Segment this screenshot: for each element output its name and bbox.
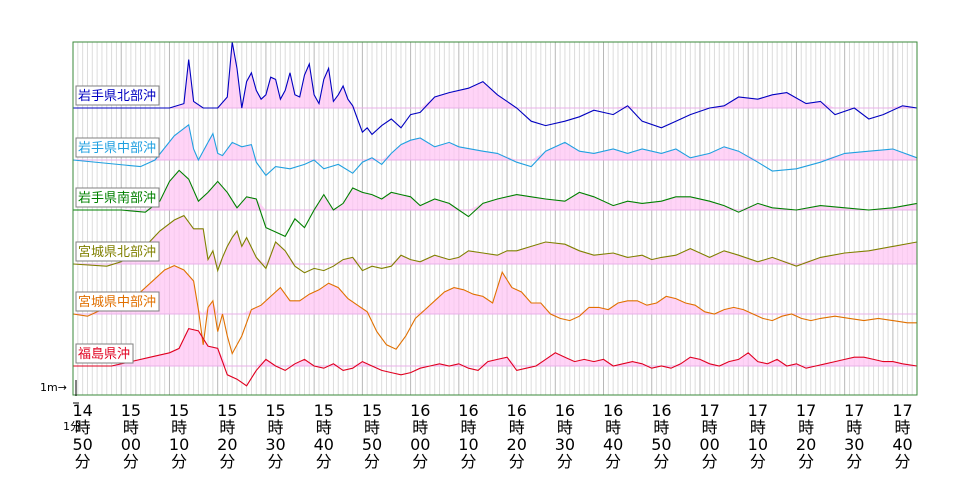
x-tick-label: 14 時 50 分 — [72, 401, 92, 471]
x-tick-label: 17 時 40 分 — [892, 401, 912, 471]
series-label-box — [75, 187, 160, 208]
x-tick-label: 16 時 00 分 — [410, 401, 430, 471]
plot-frame — [72, 41, 918, 396]
series-label-box — [75, 85, 160, 106]
x-tick-label: 16 時 50 分 — [651, 401, 671, 471]
series-label: 宮城県中部沖 — [78, 294, 156, 310]
series-line — [73, 327, 918, 387]
x-tick-label: 15 時 30 分 — [265, 401, 285, 471]
scale-label: 1m→ — [40, 381, 67, 394]
x-tick-label: 17 時 30 分 — [844, 401, 864, 471]
x-tick-label: 16 時 10 分 — [458, 401, 478, 471]
series-label: 福島県沖 — [78, 347, 130, 362]
series-line — [72, 214, 918, 274]
series-lines — [72, 41, 918, 387]
x-tick-label: 15 時 10 分 — [169, 401, 189, 471]
series-label: 岩手県北部沖 — [78, 89, 156, 104]
series-label-box — [75, 343, 134, 364]
series-label-box — [75, 291, 160, 312]
x-tick-label: 16 時 20 分 — [507, 401, 527, 471]
series-label-box — [75, 137, 160, 158]
x-tick-label: 17 時 20 分 — [796, 401, 816, 471]
x-tick-label: 15 時 50 分 — [362, 401, 382, 471]
series-line — [72, 264, 917, 356]
series-line — [72, 123, 918, 177]
time-scale-label: 1分 — [63, 420, 81, 433]
x-tick-label: 17 時 10 分 — [748, 401, 768, 471]
grid — [72, 42, 918, 395]
x-tick-label: 16 時 40 分 — [603, 401, 623, 471]
baselines — [73, 107, 917, 367]
series-line — [73, 41, 918, 136]
series-label-box — [75, 241, 160, 262]
series-line — [73, 169, 918, 238]
x-tick-label: 17 時 00 分 — [699, 401, 719, 471]
series-fill — [73, 215, 917, 264]
series-label: 宮城県北部沖 — [78, 244, 156, 260]
series-fill — [73, 265, 917, 314]
x-tick-label: 15 時 00 分 — [121, 401, 141, 471]
series-label: 岩手県中部沖 — [78, 141, 156, 156]
x-tick-label: 15 時 40 分 — [314, 401, 334, 471]
x-tick-label: 15 時 20 分 — [217, 401, 237, 471]
time-tick-labels: 14 時 50 分 15 時 00 分 15 時 10 分 15 時 20 分 15 時 30 分 15 時 40 分 15 時 5… — [72, 401, 912, 471]
series-fill — [73, 42, 917, 108]
series-label: 岩手県南部沖 — [78, 190, 156, 206]
x-tick-label: 16 時 30 分 — [555, 401, 575, 471]
